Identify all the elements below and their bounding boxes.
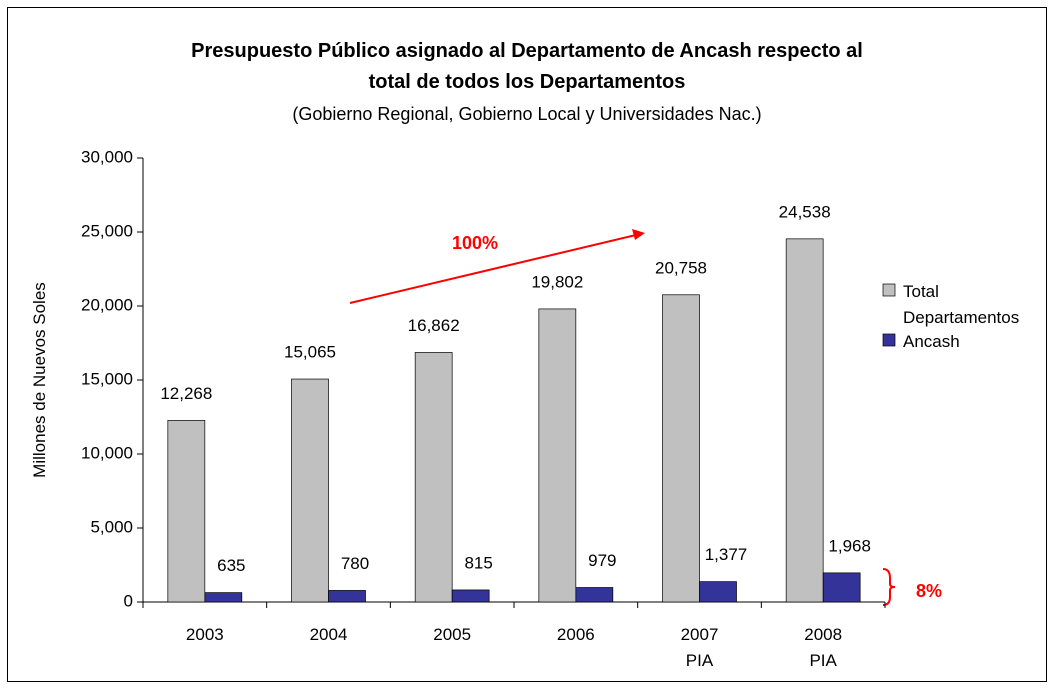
annotation: 8%: [916, 581, 943, 601]
legend-swatch: [882, 283, 896, 297]
bar: [538, 308, 577, 603]
bar: [414, 352, 453, 603]
data-label: 19,802: [531, 272, 583, 291]
y-tick-label: 5,000: [90, 517, 133, 536]
bar: [662, 294, 700, 603]
x-tick-label: 2008 PIA: [804, 625, 843, 670]
frame: [7, 7, 1047, 682]
data-label: 780: [341, 554, 369, 573]
y-tick-label: 30,000: [81, 147, 133, 166]
y-tick-label: 15,000: [81, 369, 133, 388]
chart-subtitle: (Gobierno Regional, Gobierno Local y Uni…: [292, 104, 762, 124]
brace: [882, 568, 896, 606]
data-label: 16,862: [408, 316, 460, 335]
legend-label: Total Departamentos: [903, 282, 1020, 327]
bar: [822, 572, 861, 603]
data-label: 815: [464, 553, 492, 572]
y-tick-label: 0: [124, 591, 133, 610]
bar: [291, 378, 329, 603]
x-tick-label: 2005: [433, 625, 472, 644]
data-label: 15,065: [284, 343, 336, 362]
arrow-line: [349, 234, 637, 304]
y-axis-label: Millones de Nuevos Soles: [30, 282, 49, 478]
bar: [167, 420, 206, 603]
bar: [575, 587, 614, 603]
y-tick-label: 25,000: [81, 221, 133, 240]
bar: [699, 581, 737, 603]
data-label: 12,268: [160, 384, 212, 403]
data-label: 1,968: [828, 536, 871, 555]
x-tick-label: 2007 PIA: [680, 625, 719, 670]
bar: [785, 238, 824, 603]
x-tick-label: 2006: [556, 625, 595, 644]
data-label: 20,758: [655, 258, 707, 277]
y-tick-label: 10,000: [81, 443, 133, 462]
legend-swatch: [882, 333, 896, 347]
x-tick-label: 2004: [309, 625, 348, 644]
data-label: 24,538: [779, 202, 831, 221]
y-tick-label: 20,000: [81, 295, 133, 314]
data-label: 1,377: [705, 545, 748, 564]
x-tick-label: 2003: [185, 625, 224, 644]
bar: [451, 589, 490, 603]
data-label: 979: [588, 551, 616, 570]
data-label: 635: [217, 556, 245, 575]
legend-label: Ancash: [903, 332, 960, 351]
bar: [328, 590, 366, 603]
bar: [204, 592, 243, 603]
arrow-head: [632, 229, 645, 240]
annotation: 100%: [452, 233, 499, 253]
chart-title: Presupuesto Público asignado al Departam…: [191, 40, 863, 93]
